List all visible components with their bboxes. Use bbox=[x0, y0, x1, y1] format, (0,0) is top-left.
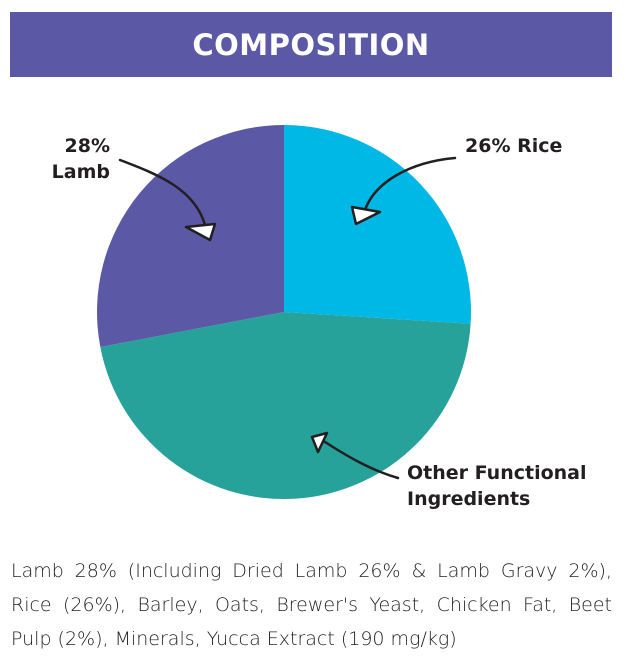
pie-slice-lamb bbox=[96, 125, 284, 348]
composition-banner: COMPOSITION bbox=[10, 12, 612, 77]
pie-slices bbox=[96, 125, 471, 500]
lamb-label: Lamb bbox=[52, 161, 110, 183]
other-arrow bbox=[310, 431, 400, 480]
pie-chart: 28% Lamb 26% Rice Other Functional Ingre… bbox=[52, 125, 587, 510]
other-label-line2: Ingredients bbox=[407, 488, 530, 510]
pie-slice-other-functional-ingredients bbox=[100, 312, 471, 500]
composition-description: Lamb 28% (Including Dried Lamb 26% & Lam… bbox=[11, 560, 612, 650]
rice-label: 26% Rice bbox=[465, 135, 562, 157]
banner-title: COMPOSITION bbox=[192, 27, 430, 62]
pie-slice-rice bbox=[284, 125, 471, 324]
other-label-line1: Other Functional bbox=[407, 462, 587, 484]
lamb-arrow bbox=[118, 158, 217, 242]
rice-arrow bbox=[350, 156, 457, 226]
lamb-percent-label: 28% bbox=[65, 135, 110, 157]
